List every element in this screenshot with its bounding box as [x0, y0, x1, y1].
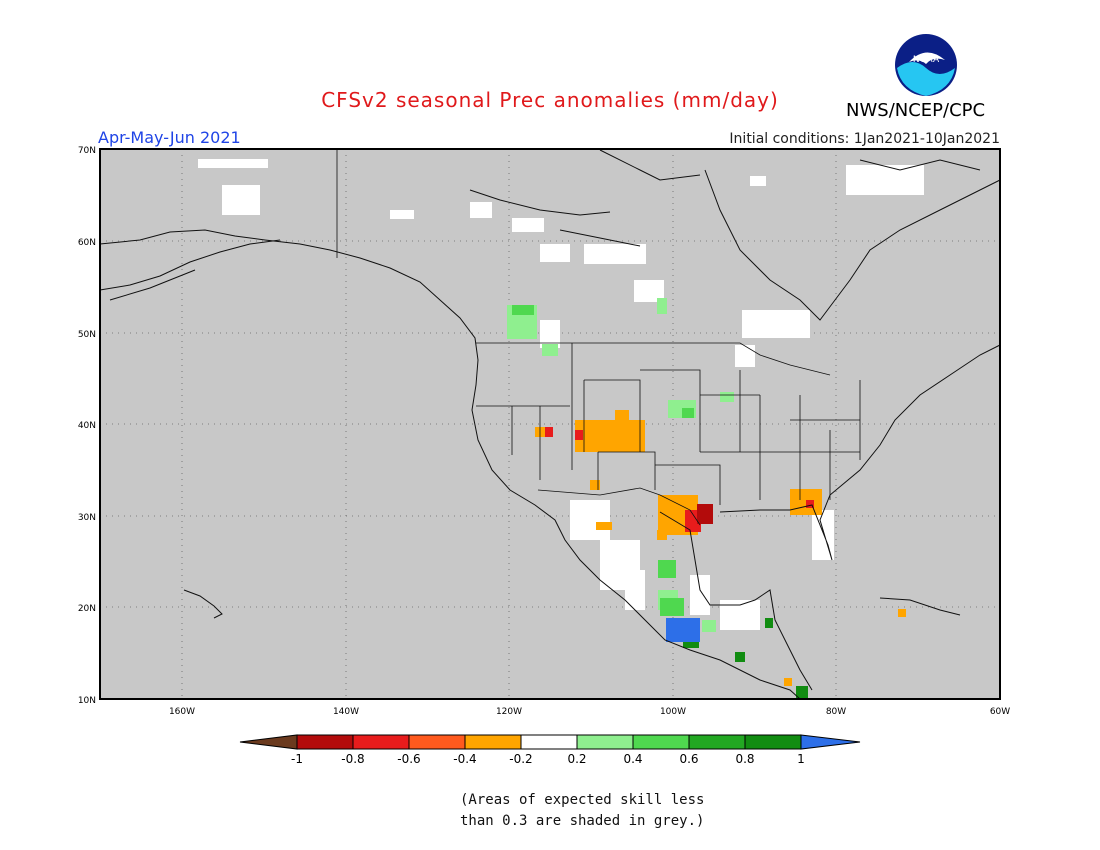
colorbar-segment-1 — [296, 734, 354, 750]
anomaly-near-zero — [198, 159, 924, 630]
lat-label-10n: 10N — [78, 696, 96, 706]
noaa-logo: NOAA — [893, 32, 959, 102]
colorbar-segment-2 — [352, 734, 410, 750]
colorbar-segment-7 — [632, 734, 690, 750]
map-frame — [99, 148, 1001, 700]
lon-label-100w: 100W — [660, 707, 686, 717]
colorbar-segment-6 — [576, 734, 634, 750]
colorbar-tick-4: -0.4 — [453, 752, 476, 766]
colorbar-tick-2: -0.8 — [341, 752, 364, 766]
lat-label-50n: 50N — [78, 330, 96, 340]
initial-conditions-label: Initial conditions: 1Jan2021-10Jan2021 — [729, 131, 1000, 147]
caption-line-2: than 0.3 are shaded in grey.) — [460, 813, 705, 829]
agency-label: NWS/NCEP/CPC — [846, 100, 986, 121]
colorbar-segment-9 — [744, 734, 802, 750]
anomaly-wet-extreme — [666, 618, 700, 642]
caption-line-1: (Areas of expected skill less — [460, 792, 705, 808]
lon-label-60w: 60W — [990, 707, 1010, 717]
anomaly-wet-moderate — [512, 305, 694, 616]
skill-caption: (Areas of expected skill less than 0.3 a… — [460, 790, 720, 832]
lon-label-160w: 160W — [169, 707, 195, 717]
colorbar-tick-6: 0.2 — [567, 752, 586, 766]
colorbar-tick-10: 1 — [797, 752, 805, 766]
colorbar-tick-5: -0.2 — [509, 752, 532, 766]
colorbar-tick-8: 0.6 — [679, 752, 698, 766]
colorbar-segment-lt-neg1 — [239, 734, 298, 750]
colorbar-segment-5 — [520, 734, 578, 750]
colorbar-tick-3: -0.6 — [397, 752, 420, 766]
lat-label-60n: 60N — [78, 238, 96, 248]
lon-label-80w: 80W — [826, 707, 846, 717]
colorbar-segment-gt-1 — [800, 734, 861, 750]
lat-label-20n: 20N — [78, 604, 96, 614]
colorbar-tick-7: 0.4 — [623, 752, 642, 766]
noaa-logo-text: NOAA — [913, 55, 940, 65]
lat-label-40n: 40N — [78, 421, 96, 431]
colorbar — [239, 734, 861, 750]
political-boundaries — [336, 149, 861, 526]
colorbar-segment-3 — [408, 734, 466, 750]
lon-label-140w: 140W — [333, 707, 359, 717]
colorbar-tick-9: 0.8 — [735, 752, 754, 766]
anomaly-wet-strong — [683, 618, 808, 698]
lon-label-120w: 120W — [496, 707, 522, 717]
period-label: Apr-May-Jun 2021 — [98, 128, 241, 147]
chart-title: CFSv2 seasonal Prec anomalies (mm/day) — [321, 88, 779, 112]
colorbar-segment-8 — [688, 734, 746, 750]
lat-label-30n: 30N — [78, 513, 96, 523]
anomaly-dry-severe — [697, 504, 713, 524]
colorbar-segment-4 — [464, 734, 522, 750]
lat-label-70n: 70N — [78, 146, 96, 156]
colorbar-tick-1: -1 — [291, 752, 303, 766]
